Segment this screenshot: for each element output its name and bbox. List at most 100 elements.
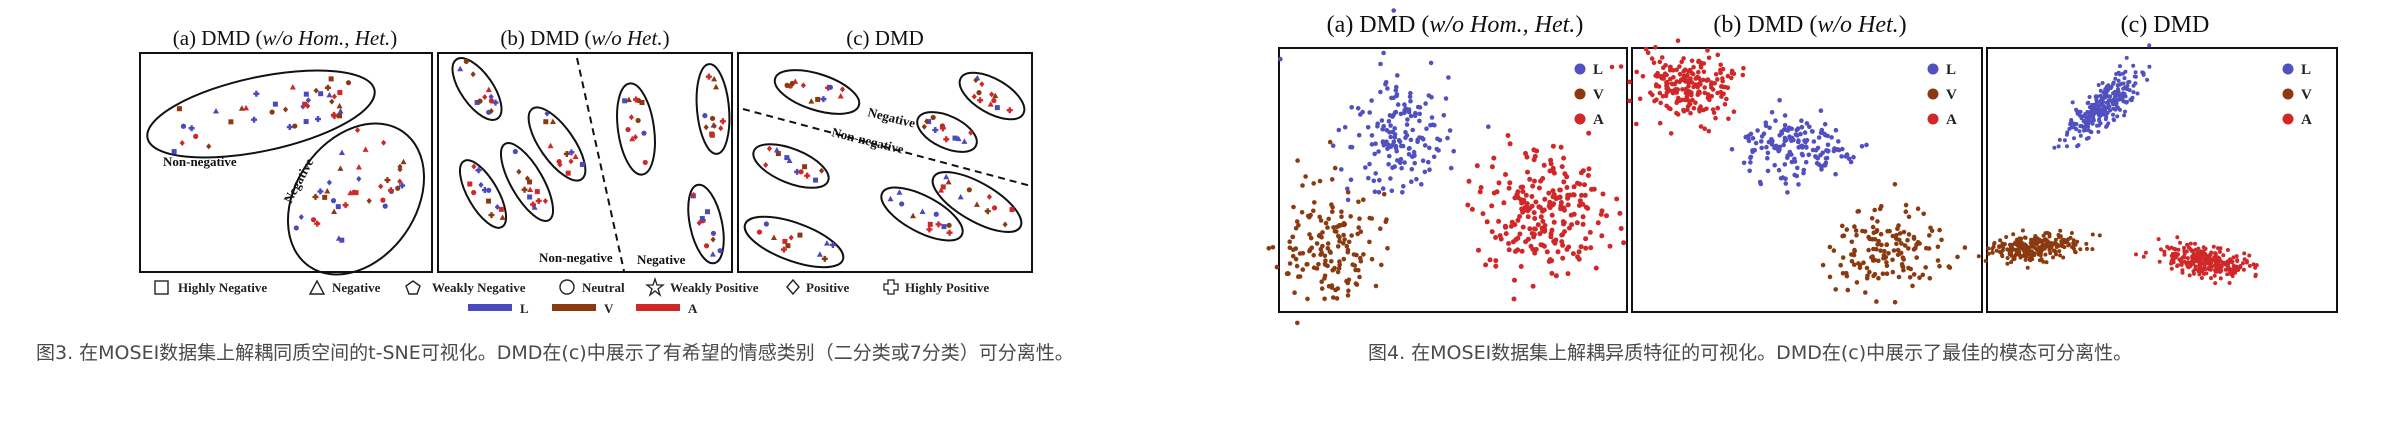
scatter-point — [2064, 238, 2069, 243]
scatter-point — [1515, 189, 1521, 195]
scatter-point — [2162, 252, 2167, 257]
scatter-point — [1402, 110, 1407, 116]
scatter-point — [1759, 145, 1764, 151]
scatter-point — [470, 71, 476, 78]
scatter-point — [337, 113, 343, 119]
scatter-point — [2211, 244, 2216, 249]
scatter-point — [2241, 261, 2245, 266]
scatter-point — [1661, 65, 1666, 70]
scatter-point — [1381, 50, 1386, 56]
scatter-point — [976, 90, 982, 96]
scatter-point — [1378, 226, 1383, 231]
scatter-point — [702, 113, 708, 119]
scatter-point — [1506, 241, 1512, 246]
scatter-point — [1853, 228, 1859, 233]
scatter-point — [2009, 244, 2013, 249]
scatter-point — [2073, 249, 2077, 254]
scatter-point — [1501, 200, 1507, 206]
scatter-point — [1696, 69, 1701, 75]
scatter-point — [1555, 249, 1561, 255]
scatter-point — [1706, 55, 1712, 61]
scatter-point — [1855, 209, 1860, 214]
scatter-point — [1707, 97, 1712, 103]
scatter-point — [1331, 266, 1337, 272]
scatter-point — [1869, 216, 1875, 221]
scatter-point — [1715, 105, 1720, 111]
scatter-point — [2213, 252, 2218, 257]
scatter-point — [1420, 158, 1426, 163]
scatter-point — [1411, 149, 1417, 155]
scatter-point — [935, 221, 942, 228]
scatter-point — [1657, 90, 1663, 96]
scatter-point — [2057, 137, 2062, 142]
scatter-point — [1493, 263, 1499, 269]
scatter-point — [1935, 244, 1941, 250]
scatter-point — [1719, 84, 1724, 89]
scatter-point — [2041, 242, 2046, 247]
scatter-point — [1386, 118, 1392, 124]
scatter-point — [2197, 263, 2202, 268]
scatter-point — [1986, 251, 1991, 256]
scatter-point — [2176, 247, 2181, 252]
scatter-point — [1395, 102, 1401, 107]
scatter-point — [789, 80, 795, 87]
scatter-point — [1816, 135, 1822, 140]
scatter-point — [2213, 281, 2218, 286]
scatter-point — [2192, 271, 2196, 276]
scatter-point — [1878, 231, 1884, 237]
scatter-point — [1401, 184, 1406, 189]
scatter-point — [1346, 239, 1352, 245]
scatter-point — [1519, 248, 1525, 254]
scatter-point — [1777, 147, 1782, 153]
scatter-point — [1859, 144, 1865, 149]
scatter-point — [2053, 237, 2058, 242]
scatter-point — [253, 90, 260, 97]
scatter-point — [1643, 46, 1649, 52]
scatter-point — [1915, 206, 1921, 211]
scatter-point — [933, 211, 939, 217]
scatter-point — [1910, 283, 1915, 289]
scatter-point — [1505, 133, 1511, 138]
scatter-point — [2111, 112, 2115, 117]
scatter-point — [2241, 267, 2246, 272]
scatter-point — [1319, 286, 1325, 291]
scatter-point — [2121, 81, 2126, 86]
scatter-point — [1795, 126, 1801, 131]
scatter-point — [314, 116, 321, 123]
scatter-point — [1287, 261, 1293, 266]
scatter-point — [2060, 241, 2064, 246]
scatter-point — [2217, 249, 2222, 254]
scatter-point — [1677, 64, 1682, 69]
cluster-outline — [687, 183, 725, 265]
scatter-point — [305, 97, 311, 104]
scatter-point — [1884, 242, 1890, 247]
point-cloud — [1465, 130, 1627, 302]
scatter-point — [629, 135, 636, 142]
scatter-point — [2085, 101, 2090, 106]
scatter-point — [1838, 262, 1843, 268]
legend-label: Neutral — [582, 280, 625, 295]
scatter-point — [1319, 234, 1324, 240]
scatter-point — [2111, 80, 2116, 85]
scatter-point — [2172, 246, 2176, 251]
scatter-point — [1493, 235, 1499, 240]
scatter-point — [1669, 81, 1675, 87]
scatter-point — [1559, 164, 1565, 170]
scatter-point — [1404, 133, 1410, 138]
scatter-point — [1009, 207, 1015, 213]
scatter-point — [1870, 224, 1876, 230]
scatter-point — [802, 164, 808, 170]
scatter-point — [1390, 114, 1395, 119]
scatter-point — [1356, 132, 1362, 138]
scatter-point — [2048, 251, 2053, 256]
scatter-point — [1549, 258, 1555, 264]
point-cloud — [1976, 228, 2102, 270]
scatter-point — [1574, 220, 1580, 226]
cluster-outline — [458, 159, 508, 229]
scatter-point — [2089, 119, 2094, 124]
scatter-point — [1818, 108, 1824, 113]
scatter-point — [1426, 159, 1431, 165]
cluster-outline — [958, 71, 1026, 121]
scatter-point — [1540, 176, 1546, 181]
scatter-point — [1679, 97, 1685, 103]
